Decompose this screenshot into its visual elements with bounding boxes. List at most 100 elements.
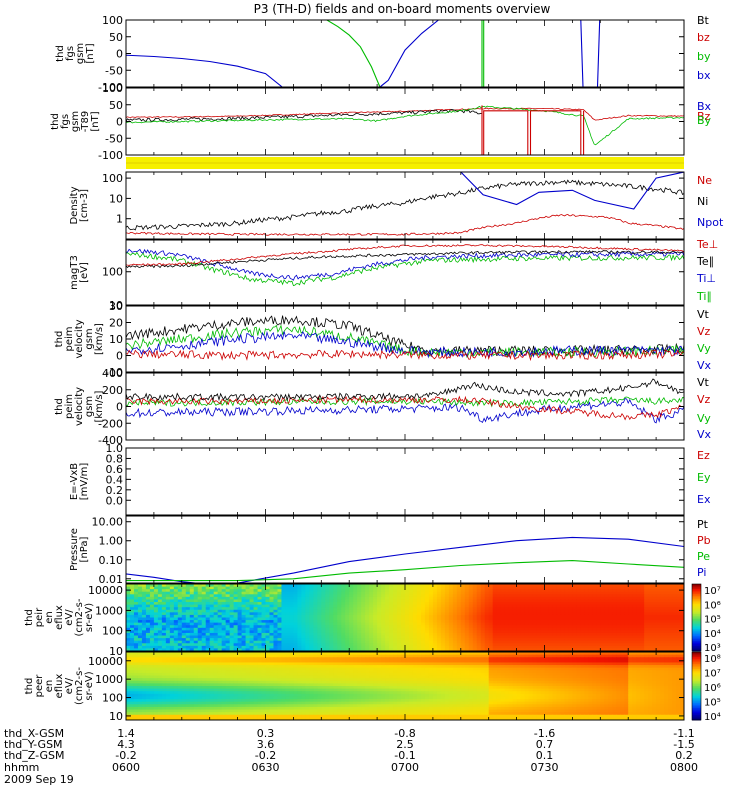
vel_gsm-legend-2: Vy [697, 412, 711, 425]
vel_gsm-series-vz [126, 395, 684, 421]
ion_spec-colorbar-cell [692, 622, 701, 625]
density-ylabel-line: [cm-3] [79, 189, 90, 222]
elec_spec-colorbar-cell [692, 716, 701, 719]
ion_spec-colorbar-cell [692, 610, 701, 613]
fgs_t89-legend-1: Bz [697, 110, 711, 123]
pressure-series-pe [126, 560, 684, 582]
ion_spec-ylabel-line: thd [24, 609, 35, 626]
temperature-legend-1: Te∥ [696, 255, 714, 268]
elec_spec-colorbar-cell [692, 684, 701, 687]
ion_spec-colorbar-cell [692, 627, 701, 630]
ion_spec-colorbar-cell [692, 624, 701, 627]
vel_gsm-plot-area [126, 378, 684, 424]
fgs-ytick-label: 100 [102, 14, 123, 27]
pressure-ytick-label: 0.01 [99, 573, 124, 586]
vel_gsm-legend-1: Vz [697, 393, 711, 406]
elec_spec-colorbar-cell [692, 675, 701, 678]
ephemeris-value: -1.1 [673, 727, 694, 740]
fgs-ylabel-line: [nT] [85, 43, 96, 63]
vel_perm-series-vx [126, 330, 684, 359]
fgs_t89-plot-area [126, 105, 684, 155]
ion_spec-colorbar-cell [692, 617, 701, 620]
elec_spec-ytick-label: 10 [109, 710, 123, 723]
elec_spec-ytick-label: 10000 [88, 655, 123, 668]
time-tick-label: 0630 [252, 761, 280, 774]
elec_spec-colorbar-cell [692, 677, 701, 680]
date-label: 2009 Sep 19 [4, 773, 74, 786]
elec_spec-colorbar-cell [692, 672, 701, 675]
ion_spec-colorbar-cell [692, 615, 701, 618]
temperature-ylabel-line: [eV] [79, 262, 90, 283]
efield-ytick-label: 0.6 [106, 463, 124, 476]
vel_perm-ylabel-line: velocity [74, 319, 85, 358]
vel_perm-ytick-label: -10 [105, 366, 123, 379]
elec_spec-colorbar-cell [692, 703, 701, 706]
pressure-legend-1: Pb [697, 534, 711, 547]
vel_gsm-ytick-label: -400 [98, 434, 123, 447]
ephemeris-value: -0.1 [394, 749, 415, 762]
fgs_t89-ytick-label: -50 [105, 132, 123, 145]
elec_spec-colorbar-label: 10⁵ [704, 698, 721, 709]
ion_spec-colorbar-label: 10⁷ [704, 586, 721, 597]
ion_spec-ylabel-line: eV/ [64, 609, 75, 626]
fgs_t89-ylabel-line: -T89 [80, 111, 91, 133]
ion_spec-ylabel-line: eflux [54, 605, 65, 630]
ion_spec-colorbar-cell [692, 597, 701, 600]
ephemeris-value: -0.8 [394, 727, 415, 740]
elec_spec-ytick-label: 100 [102, 692, 123, 705]
fgs_t89-ylabel-line: fgs [60, 114, 71, 129]
ion_spec-colorbar-cell [692, 607, 701, 610]
elec_spec-colorbar-cell [692, 667, 701, 670]
elec_spec-colorbar-cell [692, 655, 701, 658]
ion_spec-ytick-label: 1000 [95, 604, 123, 617]
elec_spec-ylabel-line: sr-eV) [84, 671, 95, 700]
vel_perm-ylabel-line: [km/s] [94, 323, 105, 355]
vel_perm-legend-3: Vx [697, 359, 712, 372]
ion_spec-colorbar-cell [692, 595, 701, 598]
temperature-ylabel-line: magT3 [69, 255, 80, 290]
ion_spec-ylabel-line: peir [34, 607, 45, 627]
elec_spec-colorbar-cell [692, 714, 701, 718]
vel_perm-legend-2: Vy [697, 342, 711, 355]
ion_spec-colorbar-label: 10⁶ [704, 600, 721, 611]
vel_gsm-legend-3: Vx [697, 428, 712, 441]
vel_gsm-legend-0: Vt [697, 376, 710, 389]
density-ytick-label: 1 [116, 213, 123, 226]
density-ytick-label: 100 [102, 172, 123, 185]
vel_gsm-ytick-label: 400 [102, 367, 123, 380]
density-legend-0: Ne [697, 174, 712, 187]
fgs-series-by-spike [481, 20, 485, 87]
elec_spec-colorbar-cell [692, 713, 701, 716]
ephemeris-label-0: thd_X-GSM [4, 727, 64, 740]
ion_spec-colorbar-cell [692, 604, 701, 607]
fgs_t89-series-by [126, 105, 684, 146]
elec_spec-colorbar-cell [692, 706, 701, 709]
ion_spec-colorbar-cell [692, 612, 701, 615]
elec_spec-ylabel-line: thd [24, 678, 35, 695]
pressure-ylabel-line: Pressure [69, 528, 80, 571]
elec_spec-colorbar-cell [692, 653, 701, 656]
density-legend-2: Npot [697, 216, 724, 229]
elec_spec-colorbar-cell [692, 709, 701, 712]
ephemeris-label-2: thd_Z-GSM [4, 749, 64, 762]
ephemeris-value: 4.3 [117, 738, 135, 751]
elec_spec-colorbar-cell [692, 689, 701, 692]
ion_spec-colorbar-cell [692, 587, 701, 590]
ephemeris-value: -1.5 [673, 738, 694, 751]
fgs_t89-ylabel-line: [nT] [90, 111, 101, 131]
ion_spec-colorbar-cell [692, 585, 701, 588]
fgs-series-bx-high [580, 20, 601, 87]
ephemeris-value: -1.6 [534, 727, 555, 740]
ion_spec-colorbar-cell [692, 614, 701, 617]
ion_spec-colorbar-cell [692, 640, 701, 644]
pressure-ytick-label: 0.10 [99, 554, 124, 567]
vel_gsm-ylabel-line: gsm [84, 396, 95, 417]
vel_perm-ylabel-line: gsm [84, 328, 95, 349]
ephemeris-value: 1.4 [117, 727, 135, 740]
elec_spec-colorbar-cell [692, 687, 701, 690]
ephemeris-value: -0.2 [115, 749, 136, 762]
fgs-legend-2: by [697, 50, 711, 63]
ion_spec-ylabel-line: sr-eV) [84, 603, 95, 632]
fgs_t89-legend-2: By [697, 114, 712, 127]
ion_spec-ytick-label: 10 [109, 645, 123, 658]
